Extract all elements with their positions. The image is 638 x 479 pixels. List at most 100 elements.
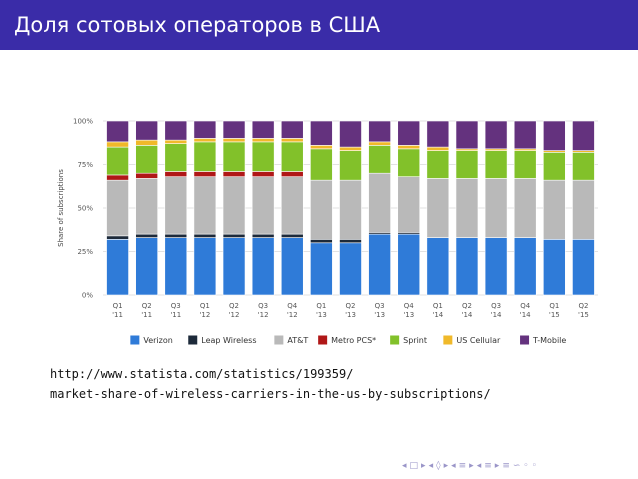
legend-swatch [130,335,140,345]
nav-glyph-icon[interactable]: ◂ [451,461,456,471]
x-tick-label: '15 [549,311,560,319]
bar-segment [368,141,391,146]
bar-segment [513,120,537,150]
slide-title-bar: Доля сотовых операторов в США [0,0,638,50]
nav-glyph-icon[interactable]: □ [409,461,419,471]
x-tick-label: '11 [141,311,152,319]
nav-glyph-icon[interactable]: ▸ [421,461,426,471]
bar-segment [193,237,217,296]
x-tick-labels: Q1'11Q2'11Q3'11Q1'12Q2'12Q3'12Q4'12Q1'13… [112,302,589,319]
bar-segment [106,141,129,148]
bar-segment [426,120,450,148]
bar-segment [339,179,362,240]
x-tick-label: Q4 [520,302,531,310]
bar-segment [280,138,304,143]
y-axis-label: Share of subscriptions [57,169,65,247]
source-url-line-1[interactable]: http://www.statista.com/statistics/19935… [50,367,354,381]
nav-glyph-icon[interactable]: ≡ [458,461,467,471]
nav-glyph-icon[interactable]: ▸ [443,461,449,471]
bar-layer [106,120,595,296]
bar-segment [455,120,479,150]
legend-swatch [443,335,453,345]
bar-segment [310,179,333,240]
legend-label: AT&T [287,336,308,345]
bar-segment [164,143,188,172]
nav-glyph-icon[interactable]: ▸ [469,461,474,471]
x-tick-label: Q3 [171,302,181,310]
nav-glyph-icon[interactable]: ▸ [494,461,500,471]
y-tick-label: 100% [73,118,93,126]
bar-segment [280,141,304,172]
bar-segment [280,233,304,238]
nav-glyph-icon[interactable]: ∽ [512,461,521,471]
bar-segment [310,242,333,296]
bar-segment [368,233,391,296]
nav-glyph-icon[interactable]: ≡ [502,461,510,471]
bar-segment [513,150,537,179]
source-url-line-2[interactable]: market-share-of-wireless-carriers-in-the… [50,387,491,401]
y-tick-label: 25% [77,248,93,256]
nav-glyph-icon[interactable]: ◂ [428,461,434,471]
nav-glyph-icon[interactable]: ◂ [476,461,482,471]
bar-segment [193,176,217,235]
bar-segment [193,233,217,238]
nav-glyph-icon[interactable]: ◂ [402,461,407,471]
x-tick-label: '13 [403,311,414,319]
legend-label: US Cellular [456,336,501,345]
nav-glyph-icon[interactable]: ◦ [523,461,529,471]
bar-segment [543,239,566,296]
bar-segment [135,139,158,146]
x-tick-label: '12 [287,311,298,319]
x-tick-label: '13 [345,311,356,319]
x-tick-label: '15 [578,311,589,319]
stacked-bar-chart: 0% 25% 50% 75% 100% Share of subscriptions Q… [57,118,598,345]
nav-glyph-icon[interactable]: ◦ [531,461,538,471]
bar-segment [339,120,362,148]
bar-segment [397,233,421,296]
bar-segment [543,179,566,240]
nav-glyph-icon[interactable]: ≡ [484,461,492,471]
bar-segment [193,141,217,172]
y-tick-label: 0% [82,292,93,300]
bar-segment [222,171,246,177]
legend-swatch [520,335,530,345]
bar-segment [193,138,217,143]
bar-segment [251,141,275,172]
source-url[interactable]: http://www.statista.com/statistics/19935… [50,364,491,404]
bar-segment [513,237,537,296]
bar-segment [106,235,129,240]
bar-segment [106,120,129,143]
beamer-navigation-bar[interactable]: ◂ □ ▸ ◂ ◊ ▸ ◂ ≡ ▸ ◂ ≡ ▸ ≡ ∽ ◦ ◦ [402,458,537,474]
bar-segment [222,141,246,172]
bar-segment [426,178,450,238]
bar-segment [572,239,595,296]
x-tick-label: Q4 [287,302,298,310]
nav-glyph-icon[interactable]: ◊ [436,461,441,471]
x-tick-label: Q3 [375,302,385,310]
bar-segment [310,239,333,244]
legend-swatch [274,335,284,345]
x-tick-label: Q1 [433,302,443,310]
y-tick-label: 50% [77,205,93,213]
bar-segment [484,178,508,238]
bar-segment [193,120,217,139]
legend-label: Verizon [143,336,172,345]
bar-segment [251,138,275,143]
bar-segment [397,148,421,177]
bar-segment [135,120,158,141]
bar-segment [543,120,566,151]
slide-title: Доля сотовых операторов в США [14,13,381,37]
x-tick-label: '13 [374,311,385,319]
bar-segment [106,239,129,296]
bar-segment [339,150,362,181]
bar-segment [164,237,188,296]
bar-segment [368,120,391,143]
x-tick-label: '11 [170,311,181,319]
y-tick-labels: 0% 25% 50% 75% 100% [73,118,93,300]
x-tick-label: '12 [229,311,240,319]
bar-segment [397,120,421,146]
bar-segment [251,237,275,296]
x-tick-label: '14 [462,311,473,319]
bar-segment [164,120,188,141]
y-tick-label: 75% [77,161,93,169]
